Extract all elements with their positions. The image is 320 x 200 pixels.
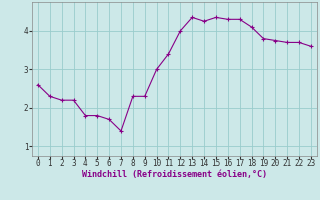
X-axis label: Windchill (Refroidissement éolien,°C): Windchill (Refroidissement éolien,°C) — [82, 170, 267, 179]
